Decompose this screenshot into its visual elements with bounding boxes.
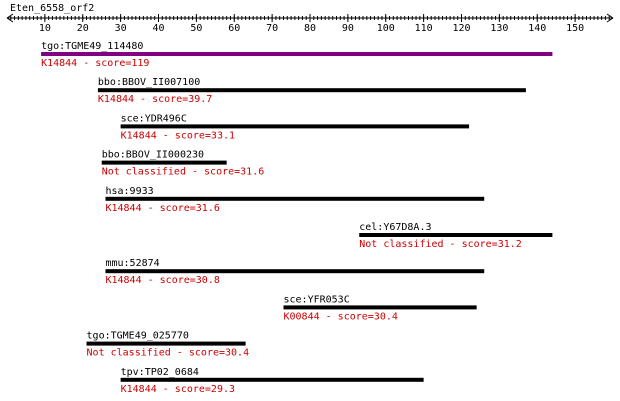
row-name: bbo:BBOV_II000230 (102, 150, 204, 161)
x-tick-label: 40 (152, 23, 164, 34)
alignment-bar (359, 233, 553, 237)
row-name: bbo:BBOV_II007100 (98, 77, 200, 88)
row-label: K14844 - score=33.1 (121, 130, 235, 141)
chart-title: Eten_6558_orf2 (10, 3, 94, 14)
x-tick-label: 130 (490, 23, 508, 34)
row-label: K14844 - score=39.7 (98, 94, 212, 105)
row-name: tgo:TGME49_114480 (41, 41, 143, 52)
row-name: hsa:9933 (105, 186, 153, 197)
row-name: sce:YFR053C (283, 294, 349, 305)
alignment-bar (101, 160, 227, 165)
x-tick-label: 10 (39, 23, 51, 34)
x-tick-label: 20 (77, 23, 89, 34)
x-tick-label: 120 (452, 23, 470, 34)
x-tick-label: 30 (115, 23, 127, 34)
row-label: K14844 - score=119 (41, 58, 149, 69)
row-label: Not classified - score=31.2 (359, 239, 522, 250)
row-label: Not classified - score=30.4 (87, 348, 250, 359)
x-tick-label: 100 (377, 23, 395, 34)
x-tick-label: 90 (342, 23, 354, 34)
x-tick-label: 140 (528, 23, 546, 34)
alignment-bar (105, 196, 485, 201)
row-label: K00844 - score=30.4 (283, 311, 397, 322)
alignment-bar (86, 341, 246, 346)
row-name: tpv:TP02_0684 (121, 367, 199, 378)
x-tick-label: 110 (415, 23, 433, 34)
alignment-bar (41, 52, 553, 56)
row-label: K14844 - score=30.8 (105, 275, 219, 286)
row-label: K14844 - score=31.6 (105, 203, 219, 214)
row-label: K14844 - score=29.3 (121, 384, 235, 395)
x-tick-label: 150 (566, 23, 584, 34)
alignment-bar (120, 124, 470, 129)
row-name: tgo:TGME49_025770 (87, 331, 189, 342)
row-name: mmu:52874 (105, 258, 159, 269)
row-name: sce:YDR496C (121, 113, 187, 124)
alignment-bar (105, 269, 485, 274)
row-label: Not classified - score=31.6 (102, 167, 265, 178)
alignment-bar (97, 88, 526, 93)
alignment-bar (283, 305, 477, 310)
alignment-bar (120, 377, 424, 382)
ruler-arrows (6, 13, 614, 23)
row-name: cel:Y67D8A.3 (359, 222, 431, 233)
x-tick-label: 50 (190, 23, 202, 34)
x-tick-label: 80 (304, 23, 316, 34)
x-tick-label: 70 (266, 23, 278, 34)
x-tick-label: 60 (228, 23, 240, 34)
